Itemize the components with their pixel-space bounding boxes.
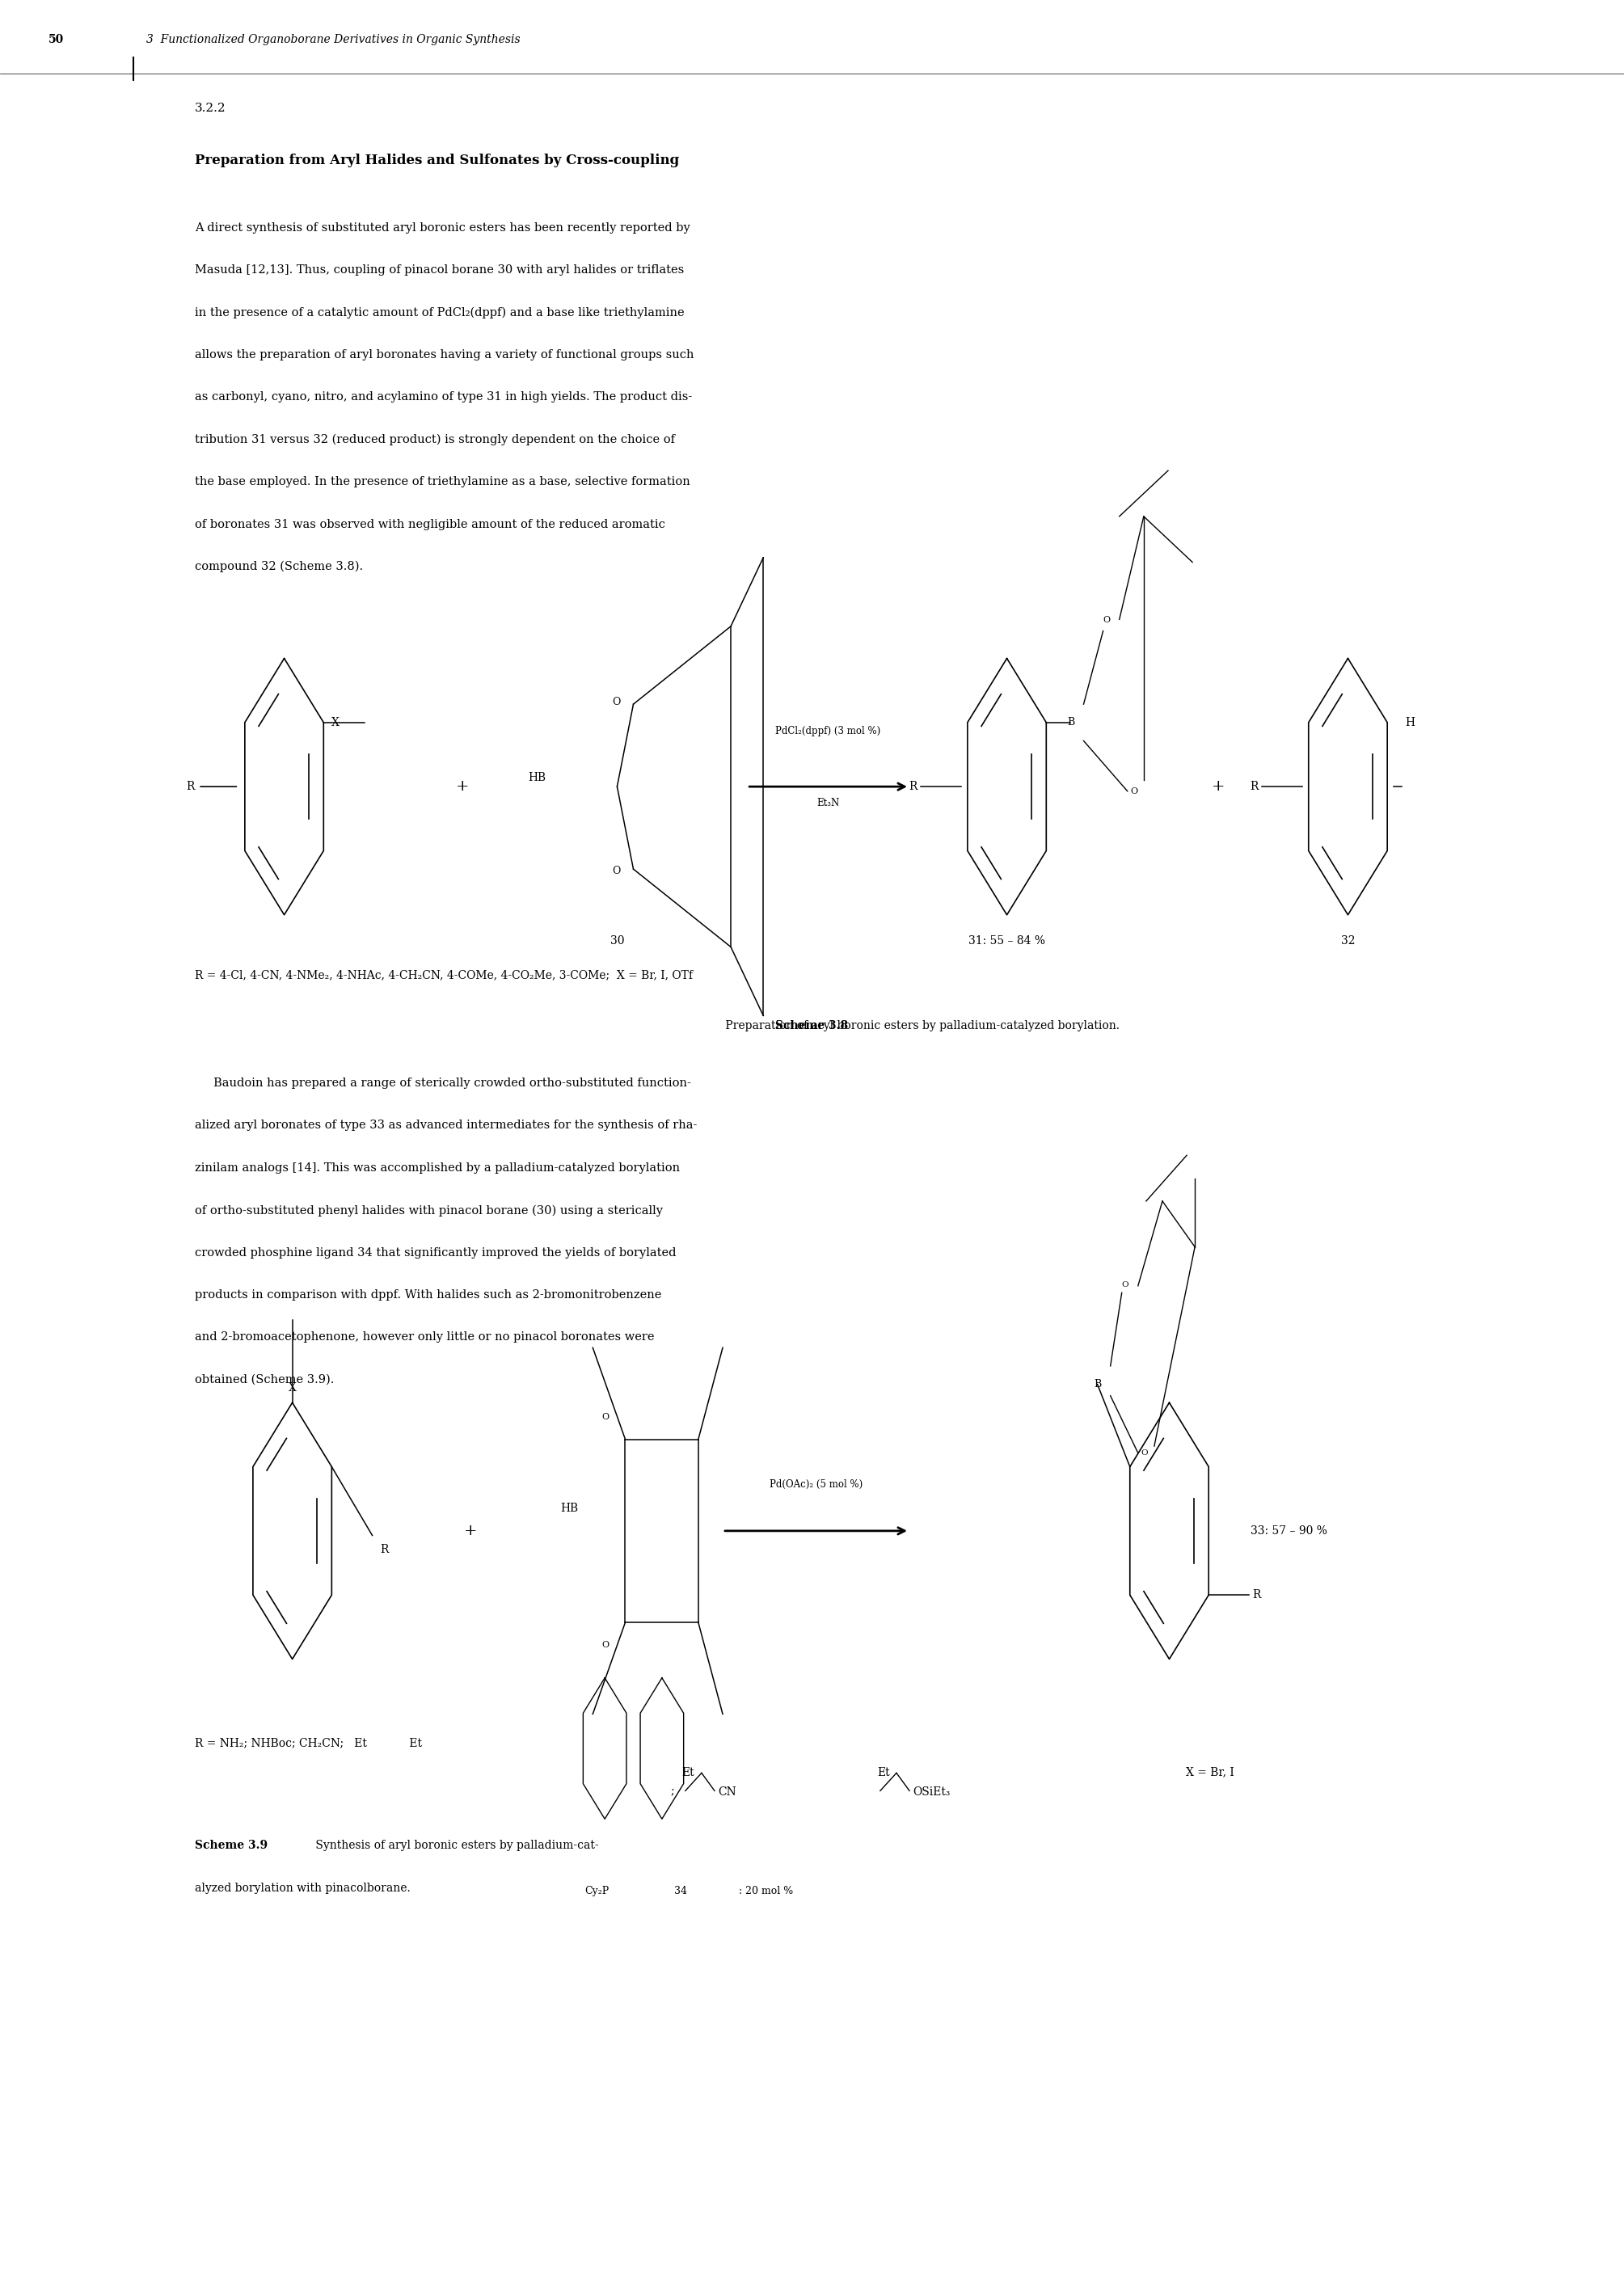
Text: Baudoin has prepared a range of sterically crowded ortho-substituted function-: Baudoin has prepared a range of sterical… xyxy=(195,1076,692,1088)
Text: O: O xyxy=(1122,1280,1129,1287)
Text: X = Br, I: X = Br, I xyxy=(1186,1766,1234,1777)
Text: 30: 30 xyxy=(611,934,624,946)
Text: : 20 mol %: : 20 mol % xyxy=(739,1885,793,1896)
Text: R: R xyxy=(909,781,918,792)
Text: Et: Et xyxy=(682,1766,695,1777)
Text: Pd(OAc)₂ (5 mol %): Pd(OAc)₂ (5 mol %) xyxy=(770,1479,862,1489)
Text: obtained (Scheme 3.9).: obtained (Scheme 3.9). xyxy=(195,1374,335,1385)
Text: alyzed borylation with pinacolborane.: alyzed borylation with pinacolborane. xyxy=(195,1882,411,1894)
Text: products in comparison with dppf. With halides such as 2-bromonitrobenzene: products in comparison with dppf. With h… xyxy=(195,1289,661,1301)
Text: +: + xyxy=(1212,779,1224,795)
Text: O: O xyxy=(601,1413,609,1420)
Text: Synthesis of aryl boronic esters by palladium-cat-: Synthesis of aryl boronic esters by pall… xyxy=(312,1839,599,1850)
Text: 33: 57 – 90 %: 33: 57 – 90 % xyxy=(1250,1525,1327,1537)
Text: Preparation of aryl boronic esters by palladium-catalyzed borylation.: Preparation of aryl boronic esters by pa… xyxy=(723,1019,1119,1030)
Text: R: R xyxy=(1250,781,1259,792)
Text: O: O xyxy=(1103,616,1111,623)
Text: and 2-bromoacetophenone, however only little or no pinacol boronates were: and 2-bromoacetophenone, however only li… xyxy=(195,1330,654,1342)
Text: +: + xyxy=(464,1523,477,1539)
Text: O: O xyxy=(601,1640,609,1649)
Text: Scheme 3.9: Scheme 3.9 xyxy=(195,1839,268,1850)
Text: 50: 50 xyxy=(49,34,65,46)
Text: PdCl₂(dppf) (3 mol %): PdCl₂(dppf) (3 mol %) xyxy=(776,726,880,735)
Text: R: R xyxy=(380,1543,388,1555)
Text: tribution 31 versus 32 (reduced product) is strongly dependent on the choice of: tribution 31 versus 32 (reduced product)… xyxy=(195,433,676,447)
Text: O: O xyxy=(612,866,620,877)
Text: as carbonyl, cyano, nitro, and acylamino of type 31 in high yields. The product : as carbonyl, cyano, nitro, and acylamino… xyxy=(195,392,692,403)
Text: 34: 34 xyxy=(674,1885,687,1896)
Text: O: O xyxy=(612,696,620,708)
Text: R = 4-Cl, 4-CN, 4-NMe₂, 4-NHAc, 4-CH₂CN, 4-COMe, 4-CO₂Me, 3-COMe;  X = Br, I, OT: R = 4-Cl, 4-CN, 4-NMe₂, 4-NHAc, 4-CH₂CN,… xyxy=(195,969,693,980)
Text: crowded phosphine ligand 34 that significantly improved the yields of borylated: crowded phosphine ligand 34 that signifi… xyxy=(195,1246,676,1257)
Text: Et₃N: Et₃N xyxy=(817,797,840,808)
Text: R = NH₂; NHBoc; CH₂CN;   Et            Et: R = NH₂; NHBoc; CH₂CN; Et Et xyxy=(195,1736,422,1747)
Text: HB: HB xyxy=(528,772,546,783)
Text: B: B xyxy=(1093,1379,1101,1390)
Text: H: H xyxy=(1405,717,1415,728)
Text: zinilam analogs [14]. This was accomplished by a palladium-catalyzed borylation: zinilam analogs [14]. This was accomplis… xyxy=(195,1161,680,1172)
Text: A direct synthesis of substituted aryl boronic esters has been recently reported: A direct synthesis of substituted aryl b… xyxy=(195,222,690,234)
Text: 3.2.2: 3.2.2 xyxy=(195,103,226,114)
Text: 32: 32 xyxy=(1341,934,1354,946)
Text: R: R xyxy=(1252,1589,1260,1601)
Text: compound 32 (Scheme 3.8).: compound 32 (Scheme 3.8). xyxy=(195,561,364,572)
Text: O: O xyxy=(1142,1450,1148,1456)
Text: of boronates 31 was observed with negligible amount of the reduced aromatic: of boronates 31 was observed with neglig… xyxy=(195,518,666,529)
Text: allows the preparation of aryl boronates having a variety of functional groups s: allows the preparation of aryl boronates… xyxy=(195,348,693,360)
Text: R: R xyxy=(187,781,195,792)
Text: alized aryl boronates of type 33 as advanced intermediates for the synthesis of : alized aryl boronates of type 33 as adva… xyxy=(195,1120,697,1131)
Text: OSiEt₃: OSiEt₃ xyxy=(913,1786,950,1798)
Text: X: X xyxy=(331,717,339,728)
Text: B: B xyxy=(1067,717,1075,728)
Text: of ortho-substituted phenyl halides with pinacol borane (30) using a sterically: of ortho-substituted phenyl halides with… xyxy=(195,1205,663,1216)
Text: Et: Et xyxy=(877,1766,890,1777)
Text: X: X xyxy=(289,1383,296,1392)
Text: 3  Functionalized Organoborane Derivatives in Organic Synthesis: 3 Functionalized Organoborane Derivative… xyxy=(146,34,520,46)
Text: in the presence of a catalytic amount of PdCl₂(dppf) and a base like triethylami: in the presence of a catalytic amount of… xyxy=(195,307,684,318)
Text: Scheme 3.8: Scheme 3.8 xyxy=(776,1019,848,1030)
Text: HB: HB xyxy=(560,1502,578,1514)
Text: ;: ; xyxy=(671,1786,674,1798)
Text: +: + xyxy=(456,779,469,795)
Text: 31: 55 – 84 %: 31: 55 – 84 % xyxy=(968,934,1046,946)
Text: Cy₂P: Cy₂P xyxy=(585,1885,609,1896)
Text: Masuda [12,13]. Thus, coupling of pinacol borane 30 with aryl halides or triflat: Masuda [12,13]. Thus, coupling of pinaco… xyxy=(195,266,684,275)
Text: CN: CN xyxy=(718,1786,736,1798)
Text: Preparation from Aryl Halides and Sulfonates by Cross-coupling: Preparation from Aryl Halides and Sulfon… xyxy=(195,153,679,167)
Text: O: O xyxy=(1130,788,1138,795)
Text: the base employed. In the presence of triethylamine as a base, selective formati: the base employed. In the presence of tr… xyxy=(195,476,690,488)
